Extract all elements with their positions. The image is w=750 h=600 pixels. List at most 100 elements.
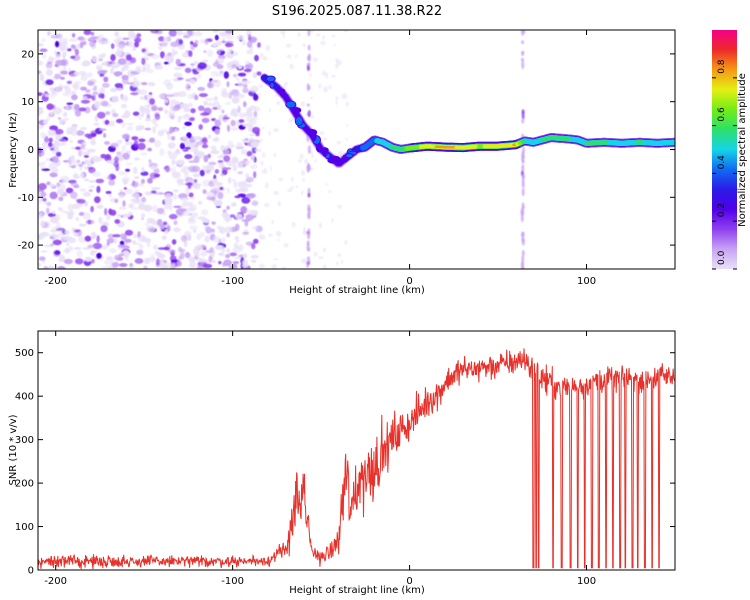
noise-blob bbox=[52, 107, 63, 115]
noise-blob bbox=[121, 94, 129, 102]
noise-blob bbox=[182, 149, 189, 152]
noise-blob bbox=[102, 40, 110, 44]
noise-blob bbox=[184, 146, 191, 150]
noise-blob bbox=[90, 140, 97, 146]
noise-blob bbox=[91, 55, 98, 63]
noise-blob bbox=[217, 191, 224, 200]
noise-blob bbox=[141, 82, 148, 86]
noise-blob bbox=[223, 155, 231, 163]
noise-blob bbox=[38, 213, 43, 217]
noise-blob bbox=[78, 107, 87, 112]
noise-blob bbox=[114, 199, 119, 203]
chart-title: S196.2025.087.11.38.R22 bbox=[272, 4, 442, 19]
noise-blob bbox=[55, 59, 65, 66]
noise-blob bbox=[213, 137, 220, 142]
noise-blob bbox=[286, 54, 292, 59]
noise-blob bbox=[198, 258, 206, 263]
streak-blob bbox=[521, 261, 525, 266]
noise-blob bbox=[68, 179, 77, 184]
noise-blob bbox=[215, 73, 224, 77]
noise-blob bbox=[178, 39, 183, 45]
noise-blob bbox=[96, 235, 100, 243]
noise-blob bbox=[106, 241, 110, 246]
noise-blob bbox=[230, 127, 239, 131]
noise-blob bbox=[237, 244, 244, 251]
noise-blob bbox=[311, 153, 314, 159]
noise-blob bbox=[309, 72, 312, 78]
streak-blob bbox=[521, 40, 525, 45]
noise-blob bbox=[283, 243, 289, 248]
noise-blob bbox=[277, 238, 280, 242]
noise-blob bbox=[181, 211, 191, 217]
noise-blob bbox=[64, 247, 70, 254]
noise-blob bbox=[182, 52, 190, 58]
noise-blob bbox=[40, 161, 47, 165]
noise-blob bbox=[236, 142, 243, 148]
noise-blob bbox=[231, 178, 236, 182]
noise-blob bbox=[169, 203, 173, 211]
noise-blob bbox=[173, 72, 183, 78]
noise-blob bbox=[250, 254, 259, 259]
noise-blob bbox=[178, 255, 183, 261]
streak-blob bbox=[521, 146, 526, 156]
noise-blob bbox=[115, 118, 124, 124]
noise-blob bbox=[54, 40, 60, 48]
noise-blob bbox=[138, 138, 146, 143]
noise-blob bbox=[90, 205, 94, 213]
noise-blob bbox=[197, 73, 202, 79]
noise-blob bbox=[220, 173, 225, 177]
noise-blob bbox=[283, 82, 289, 86]
noise-blob bbox=[185, 78, 190, 82]
noise-blob bbox=[234, 236, 240, 240]
noise-blob bbox=[71, 226, 75, 232]
noise-blob bbox=[48, 162, 58, 170]
noise-blob bbox=[238, 119, 245, 123]
noise-blob bbox=[38, 43, 44, 47]
y-tick-label: 100 bbox=[15, 522, 34, 533]
noise-blob bbox=[224, 42, 234, 48]
noise-blob bbox=[230, 119, 236, 127]
noise-blob bbox=[114, 156, 119, 163]
noise-blob bbox=[184, 231, 192, 236]
noise-blob bbox=[63, 235, 73, 241]
noise-blob bbox=[203, 154, 209, 163]
noise-blob bbox=[180, 235, 187, 243]
colorbar-tick-label: 0.0 bbox=[717, 250, 727, 265]
noise-blob bbox=[61, 119, 67, 123]
noise-blob bbox=[115, 39, 119, 48]
noise-blob bbox=[39, 219, 46, 227]
noise-blob bbox=[82, 212, 91, 220]
noise-blob bbox=[317, 256, 324, 260]
noise-blob bbox=[98, 216, 103, 224]
snr-frame bbox=[37, 330, 676, 571]
noise-blob bbox=[58, 37, 68, 44]
noise-blob bbox=[134, 258, 144, 264]
noise-blob bbox=[258, 84, 264, 88]
noise-blob bbox=[257, 93, 262, 95]
noise-blob bbox=[246, 107, 253, 114]
noise-blob bbox=[128, 203, 134, 209]
colorbar: 0.0 0.2 0.4 0.6 0.8 Normalized spectral ampl… bbox=[712, 30, 748, 270]
noise-blob bbox=[122, 206, 126, 210]
noise-blob bbox=[73, 175, 81, 179]
noise-blob bbox=[310, 167, 314, 171]
noise-blob bbox=[175, 58, 181, 66]
noise-blob bbox=[179, 142, 186, 150]
noise-blob bbox=[105, 190, 112, 195]
noise-blob bbox=[225, 254, 230, 259]
noise-blob bbox=[69, 139, 73, 144]
noise-blob bbox=[237, 105, 241, 113]
noise-blob bbox=[229, 214, 236, 218]
noise-blob bbox=[118, 194, 125, 199]
noise-blob bbox=[51, 156, 59, 164]
noise-blob bbox=[170, 136, 176, 141]
noise-blob bbox=[60, 210, 68, 213]
noise-blob bbox=[276, 100, 280, 106]
noise-blob bbox=[99, 128, 107, 131]
noise-blob bbox=[54, 133, 60, 140]
noise-blob bbox=[211, 221, 216, 225]
noise-blob bbox=[157, 45, 163, 51]
noise-blob bbox=[167, 142, 176, 149]
noise-blob bbox=[233, 242, 238, 248]
